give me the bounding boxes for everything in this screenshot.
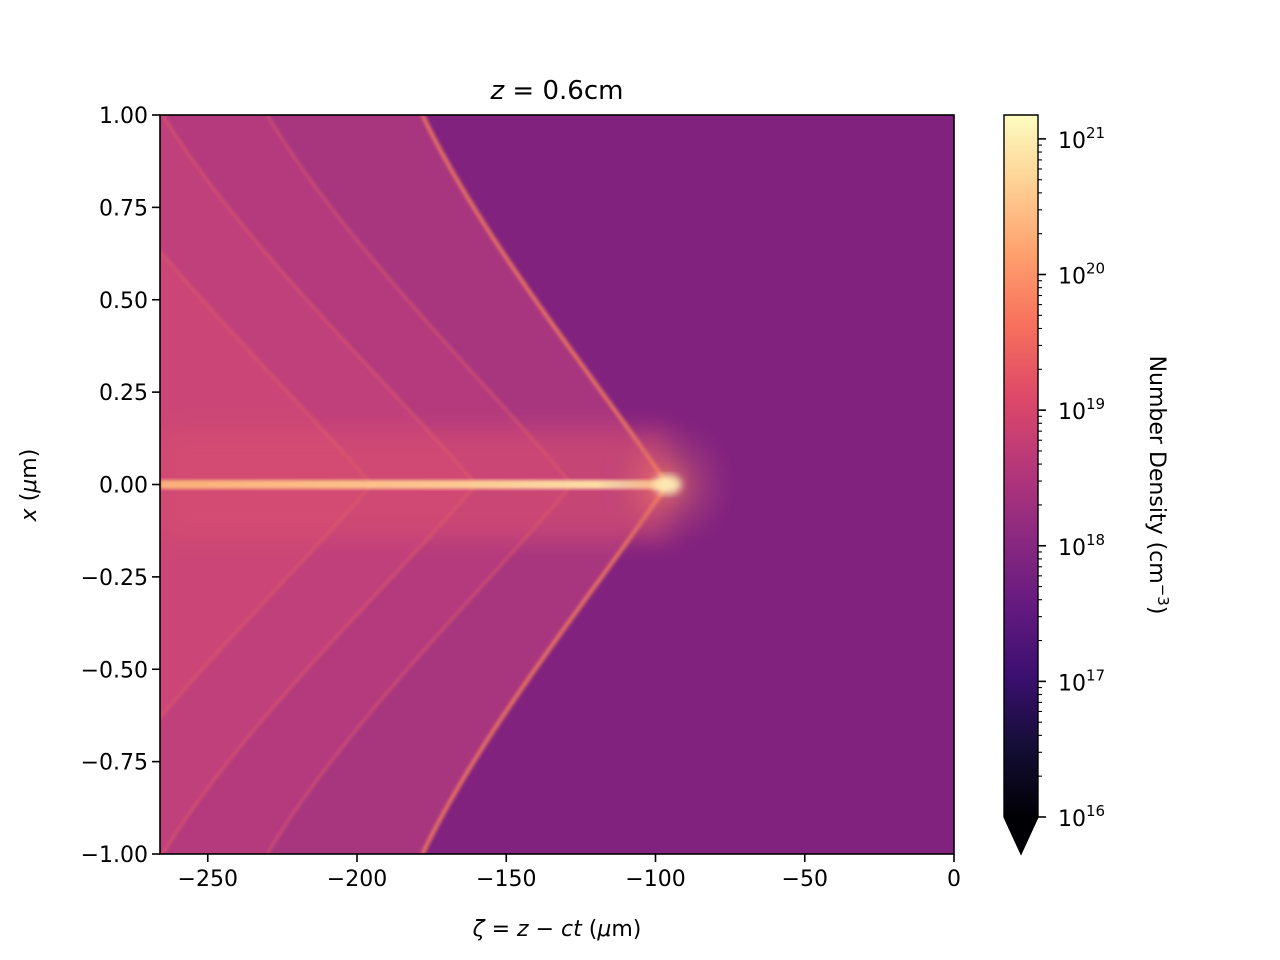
- colorbar-tick-exp: 18: [1086, 531, 1105, 549]
- colorbar-tick-exp: 16: [1086, 802, 1105, 820]
- x-tick-label: −100: [625, 867, 685, 892]
- colorbar-tick-base: 10: [1058, 265, 1086, 290]
- head-hotspot: [653, 475, 682, 494]
- colorbar-tick-label: 1021: [1058, 124, 1105, 154]
- x-label-zeta: ζ: [472, 917, 486, 942]
- y-tick-label: 0.25: [99, 381, 148, 406]
- x-label-eq: =: [485, 917, 517, 942]
- colorbar-tick-label: 1020: [1058, 260, 1105, 290]
- colorbar-tick-exp: 19: [1086, 395, 1105, 413]
- x-axis: −250 −200 −150 −100 −50 0: [178, 854, 961, 892]
- colorbar-tick-label: 1019: [1058, 395, 1105, 425]
- x-tick-label: −250: [178, 867, 238, 892]
- colorbar-tick-exp: 20: [1086, 260, 1105, 278]
- x-label-minus: −: [529, 917, 561, 942]
- y-tick-label: −0.25: [81, 566, 148, 591]
- colorbar-tick-base: 10: [1058, 807, 1086, 832]
- x-tick-label: −50: [782, 867, 828, 892]
- y-tick-label: 1.00: [99, 104, 148, 129]
- colorbar-label-text: Number Density (cm: [1144, 356, 1169, 584]
- colorbar-outline: [1003, 114, 1039, 856]
- x-label-ct: ct: [561, 917, 583, 942]
- colorbar-label: Number Density (cm−3): [1144, 356, 1172, 615]
- y-axis-label: x (μm): [17, 449, 42, 523]
- title-equals: =: [504, 76, 542, 106]
- x-tick-label: −200: [327, 867, 387, 892]
- colorbar-tick-label: 1018: [1058, 531, 1105, 561]
- y-label-unit: m): [17, 449, 42, 479]
- y-tick-label: −0.75: [81, 751, 148, 776]
- x-axis-label: ζ = z − ct (μm): [472, 917, 642, 942]
- y-tick-label: −0.50: [81, 658, 148, 683]
- x-label-mu: μ: [596, 917, 611, 942]
- x-tick-label: −150: [476, 867, 536, 892]
- colorbar-tick-exp: 21: [1086, 124, 1105, 142]
- title-value: 0.6cm: [543, 76, 624, 106]
- colorbar-tick-exp: 17: [1086, 666, 1105, 684]
- colorbar-label-close: ): [1144, 606, 1169, 615]
- y-tick-label: 0.00: [99, 474, 148, 499]
- colorbar-tick-base: 10: [1058, 129, 1086, 154]
- x-label-z: z: [516, 917, 529, 942]
- x-label-unit: m): [611, 917, 641, 942]
- title-variable: z: [490, 76, 506, 106]
- y-axis: 1.00 0.75 0.50 0.25 0.00 −0.25 −0.50 −0.75 −1.00: [81, 104, 160, 868]
- colorbar-label-sup: −3: [1154, 584, 1172, 606]
- y-label-x: x: [17, 507, 42, 522]
- x-tick-label: 0: [947, 867, 961, 892]
- colorbar-tick-base: 10: [1058, 536, 1086, 561]
- colorbar-gradient: [1004, 115, 1038, 817]
- axial-filament: [160, 480, 668, 489]
- colorbar-tick-base: 10: [1058, 671, 1086, 696]
- y-tick-label: 0.50: [99, 289, 148, 314]
- colorbar-tick-label: 1017: [1058, 666, 1105, 696]
- y-label-open: (: [17, 493, 42, 509]
- x-label-open: (: [582, 917, 598, 942]
- y-tick-label: 0.75: [99, 196, 148, 221]
- y-tick-label: −1.00: [81, 843, 148, 868]
- chart-title: z = 0.6cm: [490, 76, 624, 106]
- colorbar-extend-min: [1004, 817, 1038, 854]
- density-heatmap: [160, 115, 954, 854]
- colorbar-tick-label: 1016: [1058, 802, 1105, 832]
- colorbar-tick-base: 10: [1058, 400, 1086, 425]
- y-label-mu: μ: [17, 479, 42, 494]
